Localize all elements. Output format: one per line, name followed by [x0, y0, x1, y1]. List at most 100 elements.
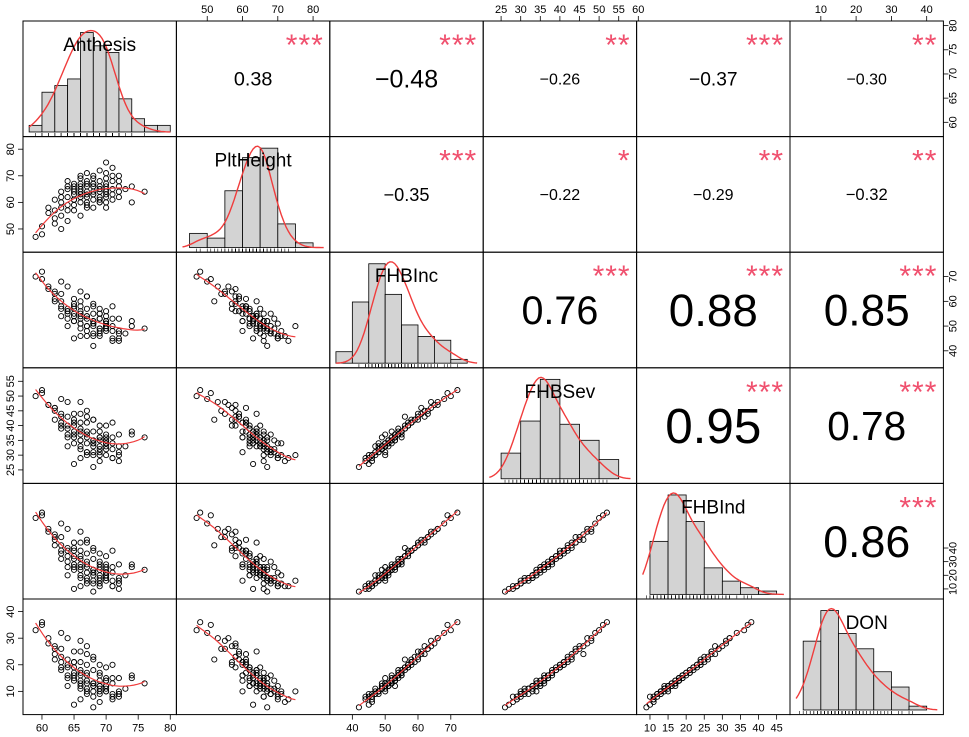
- scatter-point: [719, 643, 726, 650]
- panel-frame: [482, 482, 638, 600]
- scatter-point: [83, 407, 90, 414]
- correlation-value: 0.85: [824, 286, 910, 335]
- significance-stars: **: [759, 145, 784, 178]
- right-tick-label: 75: [947, 44, 959, 56]
- density-curve: [795, 607, 938, 711]
- scatter-point: [385, 443, 392, 450]
- scatter-point: [90, 452, 97, 459]
- right-tick-label: 60: [947, 116, 959, 128]
- scatter-point: [408, 659, 415, 666]
- panel-frame: [22, 251, 177, 369]
- bottom-tick-label: 30: [716, 723, 728, 735]
- scatter-point: [83, 452, 90, 459]
- scatter-point: [109, 178, 116, 185]
- scatter-point: [232, 664, 239, 671]
- scatter-point: [204, 629, 211, 636]
- scatter-point: [70, 564, 78, 571]
- scatter-point: [211, 656, 218, 663]
- scatter-point: [70, 672, 78, 679]
- scatter-point: [428, 398, 435, 406]
- scatter-point: [90, 303, 97, 310]
- scatter-point: [414, 413, 422, 420]
- scatter-point: [264, 342, 271, 349]
- scatter-point: [444, 512, 451, 519]
- scatter-point: [58, 520, 65, 527]
- scatter-point: [221, 398, 228, 406]
- scatter-point: [77, 637, 84, 644]
- scatter-point: [260, 452, 267, 459]
- scatter-point: [38, 621, 46, 628]
- scatter-point: [235, 293, 243, 300]
- scatter-point: [257, 682, 264, 690]
- scatter-point: [141, 325, 148, 332]
- scatter-point: [115, 431, 122, 438]
- scatter-point: [744, 621, 751, 628]
- scatter-point: [90, 172, 97, 179]
- scatter-point: [58, 425, 65, 432]
- scatter-point: [83, 688, 90, 695]
- scatter-point: [103, 159, 110, 166]
- scatter-point: [274, 682, 281, 690]
- scatter-point: [90, 440, 97, 447]
- scatter-point: [77, 310, 84, 317]
- scatter-point: [281, 458, 288, 465]
- scatter-point: [239, 564, 246, 571]
- scatter-point: [83, 536, 90, 543]
- scatter-point: [96, 315, 103, 322]
- scatter-point: [51, 645, 58, 652]
- bottom-tick-label: 80: [164, 723, 176, 735]
- scatter-point: [274, 583, 281, 590]
- bottom-tick-label: 75: [132, 723, 144, 735]
- scatter-point: [90, 680, 97, 687]
- top-tick-label: 25: [495, 4, 507, 16]
- scatter-point: [77, 303, 84, 310]
- scatter-point: [401, 656, 408, 663]
- scatter-point: [232, 285, 239, 293]
- scatter-point: [257, 315, 264, 322]
- hist-bar: [92, 45, 107, 133]
- scatter-point: [64, 283, 71, 290]
- scatter-point: [421, 413, 428, 420]
- scatter-point: [271, 315, 278, 322]
- scatter-point: [704, 653, 711, 660]
- left-tick-label: 50: [5, 223, 17, 235]
- significance-stars: ***: [593, 260, 631, 293]
- density-curve: [335, 261, 478, 364]
- scatter-point: [375, 443, 382, 450]
- scatter-point: [38, 512, 46, 519]
- scatter-point: [90, 544, 97, 552]
- scatter-point: [225, 525, 232, 532]
- hist-bar: [54, 85, 69, 133]
- hist-bar: [206, 237, 226, 248]
- scatter-point: [533, 569, 540, 576]
- scatter-point: [103, 170, 110, 177]
- scatter-point: [122, 443, 129, 450]
- bottom-tick-label: 50: [379, 723, 391, 735]
- panel-frame: [22, 598, 177, 716]
- scatter-point: [83, 440, 90, 447]
- scatter-point: [103, 553, 110, 560]
- scatter-point: [260, 580, 267, 587]
- scatter-point: [83, 180, 90, 187]
- scatter-point: [83, 661, 90, 668]
- scatter-point: [267, 310, 274, 317]
- scatter-point: [64, 672, 71, 679]
- scatter-point: [58, 422, 65, 429]
- panel-DON-Anthesis: [22, 598, 177, 716]
- scatter-point: [96, 305, 103, 312]
- scatter-point: [51, 404, 58, 411]
- scatter-point: [378, 434, 385, 441]
- scatter-point: [253, 428, 260, 435]
- scatter-point: [83, 561, 90, 568]
- scatter-point: [103, 446, 110, 453]
- panel-PltHeight-PltHeight: PltHeight: [175, 136, 331, 253]
- scatter-point: [109, 337, 116, 344]
- left-tick-label: 60: [5, 196, 17, 208]
- panel-PltHeight-FHBSev: −0.22 *: [482, 136, 638, 253]
- scatter-point: [239, 318, 246, 325]
- bottom-tick-label: 70: [445, 723, 457, 735]
- scatter-point: [218, 645, 225, 652]
- panel-DON-DON: DON: [789, 598, 944, 716]
- scatter-point: [51, 196, 58, 203]
